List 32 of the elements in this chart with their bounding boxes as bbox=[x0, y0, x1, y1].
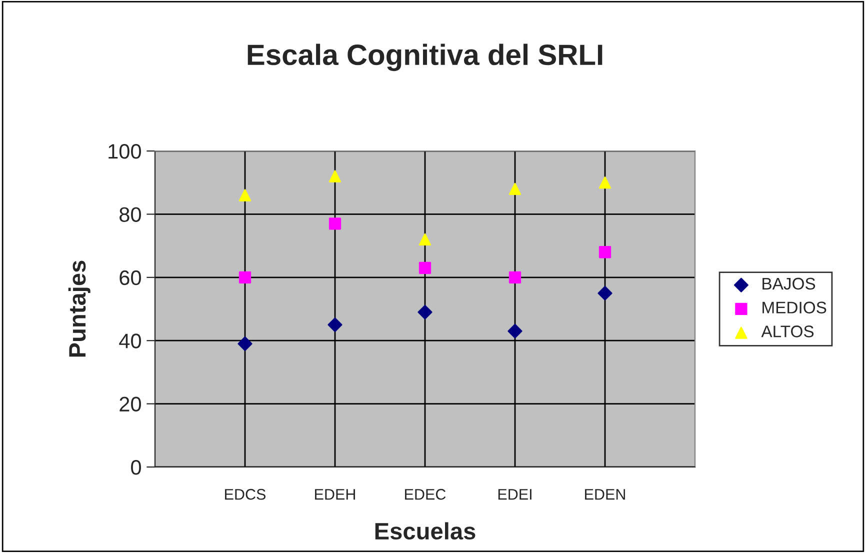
point bbox=[598, 246, 612, 258]
y-tick-label: 0 bbox=[131, 460, 141, 475]
y-tick-label: 100 bbox=[108, 144, 141, 159]
y-tick-label: 60 bbox=[120, 270, 141, 286]
point bbox=[508, 271, 522, 284]
legend-label: ALTOS bbox=[761, 326, 814, 338]
point bbox=[328, 170, 342, 182]
point bbox=[238, 336, 252, 352]
point bbox=[328, 218, 342, 230]
y-tick-label: 80 bbox=[120, 207, 141, 222]
x-axis-title: Escuelas bbox=[375, 522, 476, 540]
legend-label: MEDIOS bbox=[762, 302, 826, 314]
y-tick-label: 20 bbox=[120, 396, 141, 412]
x-tick-label: EDEH bbox=[315, 489, 355, 500]
point bbox=[598, 286, 612, 300]
x-tick-label: EDCS bbox=[225, 488, 266, 500]
y-axis-title: Puntajes bbox=[68, 260, 90, 357]
x-tick-label: EDEC bbox=[405, 488, 446, 500]
point bbox=[238, 271, 252, 284]
point bbox=[418, 304, 432, 320]
point bbox=[418, 233, 432, 246]
point bbox=[238, 189, 252, 202]
legend-label: BAJOS bbox=[762, 278, 816, 290]
point bbox=[328, 318, 342, 332]
y-tick-label: 40 bbox=[119, 334, 141, 348]
point bbox=[508, 182, 522, 195]
chart-title: Escala Cognitiva del SRLI bbox=[248, 44, 602, 72]
point bbox=[418, 262, 432, 274]
point bbox=[598, 176, 612, 189]
x-tick-label: EDEN bbox=[585, 489, 625, 500]
point bbox=[508, 324, 522, 338]
x-tick-label: EDEI bbox=[498, 489, 532, 500]
